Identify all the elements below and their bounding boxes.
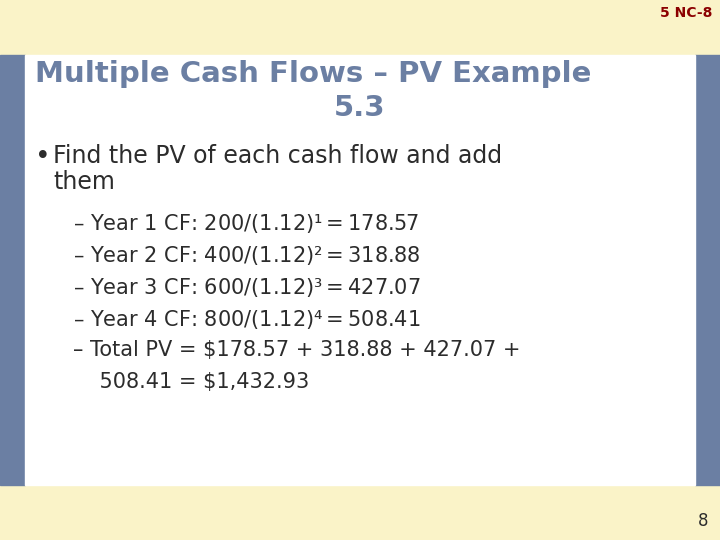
Text: – Year 3 CF: $600 / (1.12)³ = $427.07: – Year 3 CF: $600 / (1.12)³ = $427.07 <box>73 276 420 299</box>
Bar <box>695 55 720 485</box>
Text: Multiple Cash Flows – PV Example: Multiple Cash Flows – PV Example <box>35 60 591 88</box>
Text: – Year 4 CF: $800 / (1.12)⁴ = $508.41: – Year 4 CF: $800 / (1.12)⁴ = $508.41 <box>73 308 420 331</box>
Text: 5.3: 5.3 <box>334 94 386 122</box>
Text: 5 NC-8: 5 NC-8 <box>660 6 712 20</box>
Text: 508.41 = $1,432.93: 508.41 = $1,432.93 <box>73 372 310 392</box>
Text: – Year 1 CF: $200 / (1.12)¹ = $178.57: – Year 1 CF: $200 / (1.12)¹ = $178.57 <box>73 212 419 235</box>
Text: – Total PV = $178.57 + 318.88 + 427.07 +: – Total PV = $178.57 + 318.88 + 427.07 + <box>73 340 521 360</box>
Text: – Year 2 CF: $400 / (1.12)² = $318.88: – Year 2 CF: $400 / (1.12)² = $318.88 <box>73 244 420 267</box>
Bar <box>0 55 25 485</box>
Bar <box>25 55 695 485</box>
Text: Find the PV of each cash flow and add: Find the PV of each cash flow and add <box>53 144 502 168</box>
Text: them: them <box>53 170 115 194</box>
Text: •: • <box>35 144 50 170</box>
Text: 8: 8 <box>698 512 708 530</box>
